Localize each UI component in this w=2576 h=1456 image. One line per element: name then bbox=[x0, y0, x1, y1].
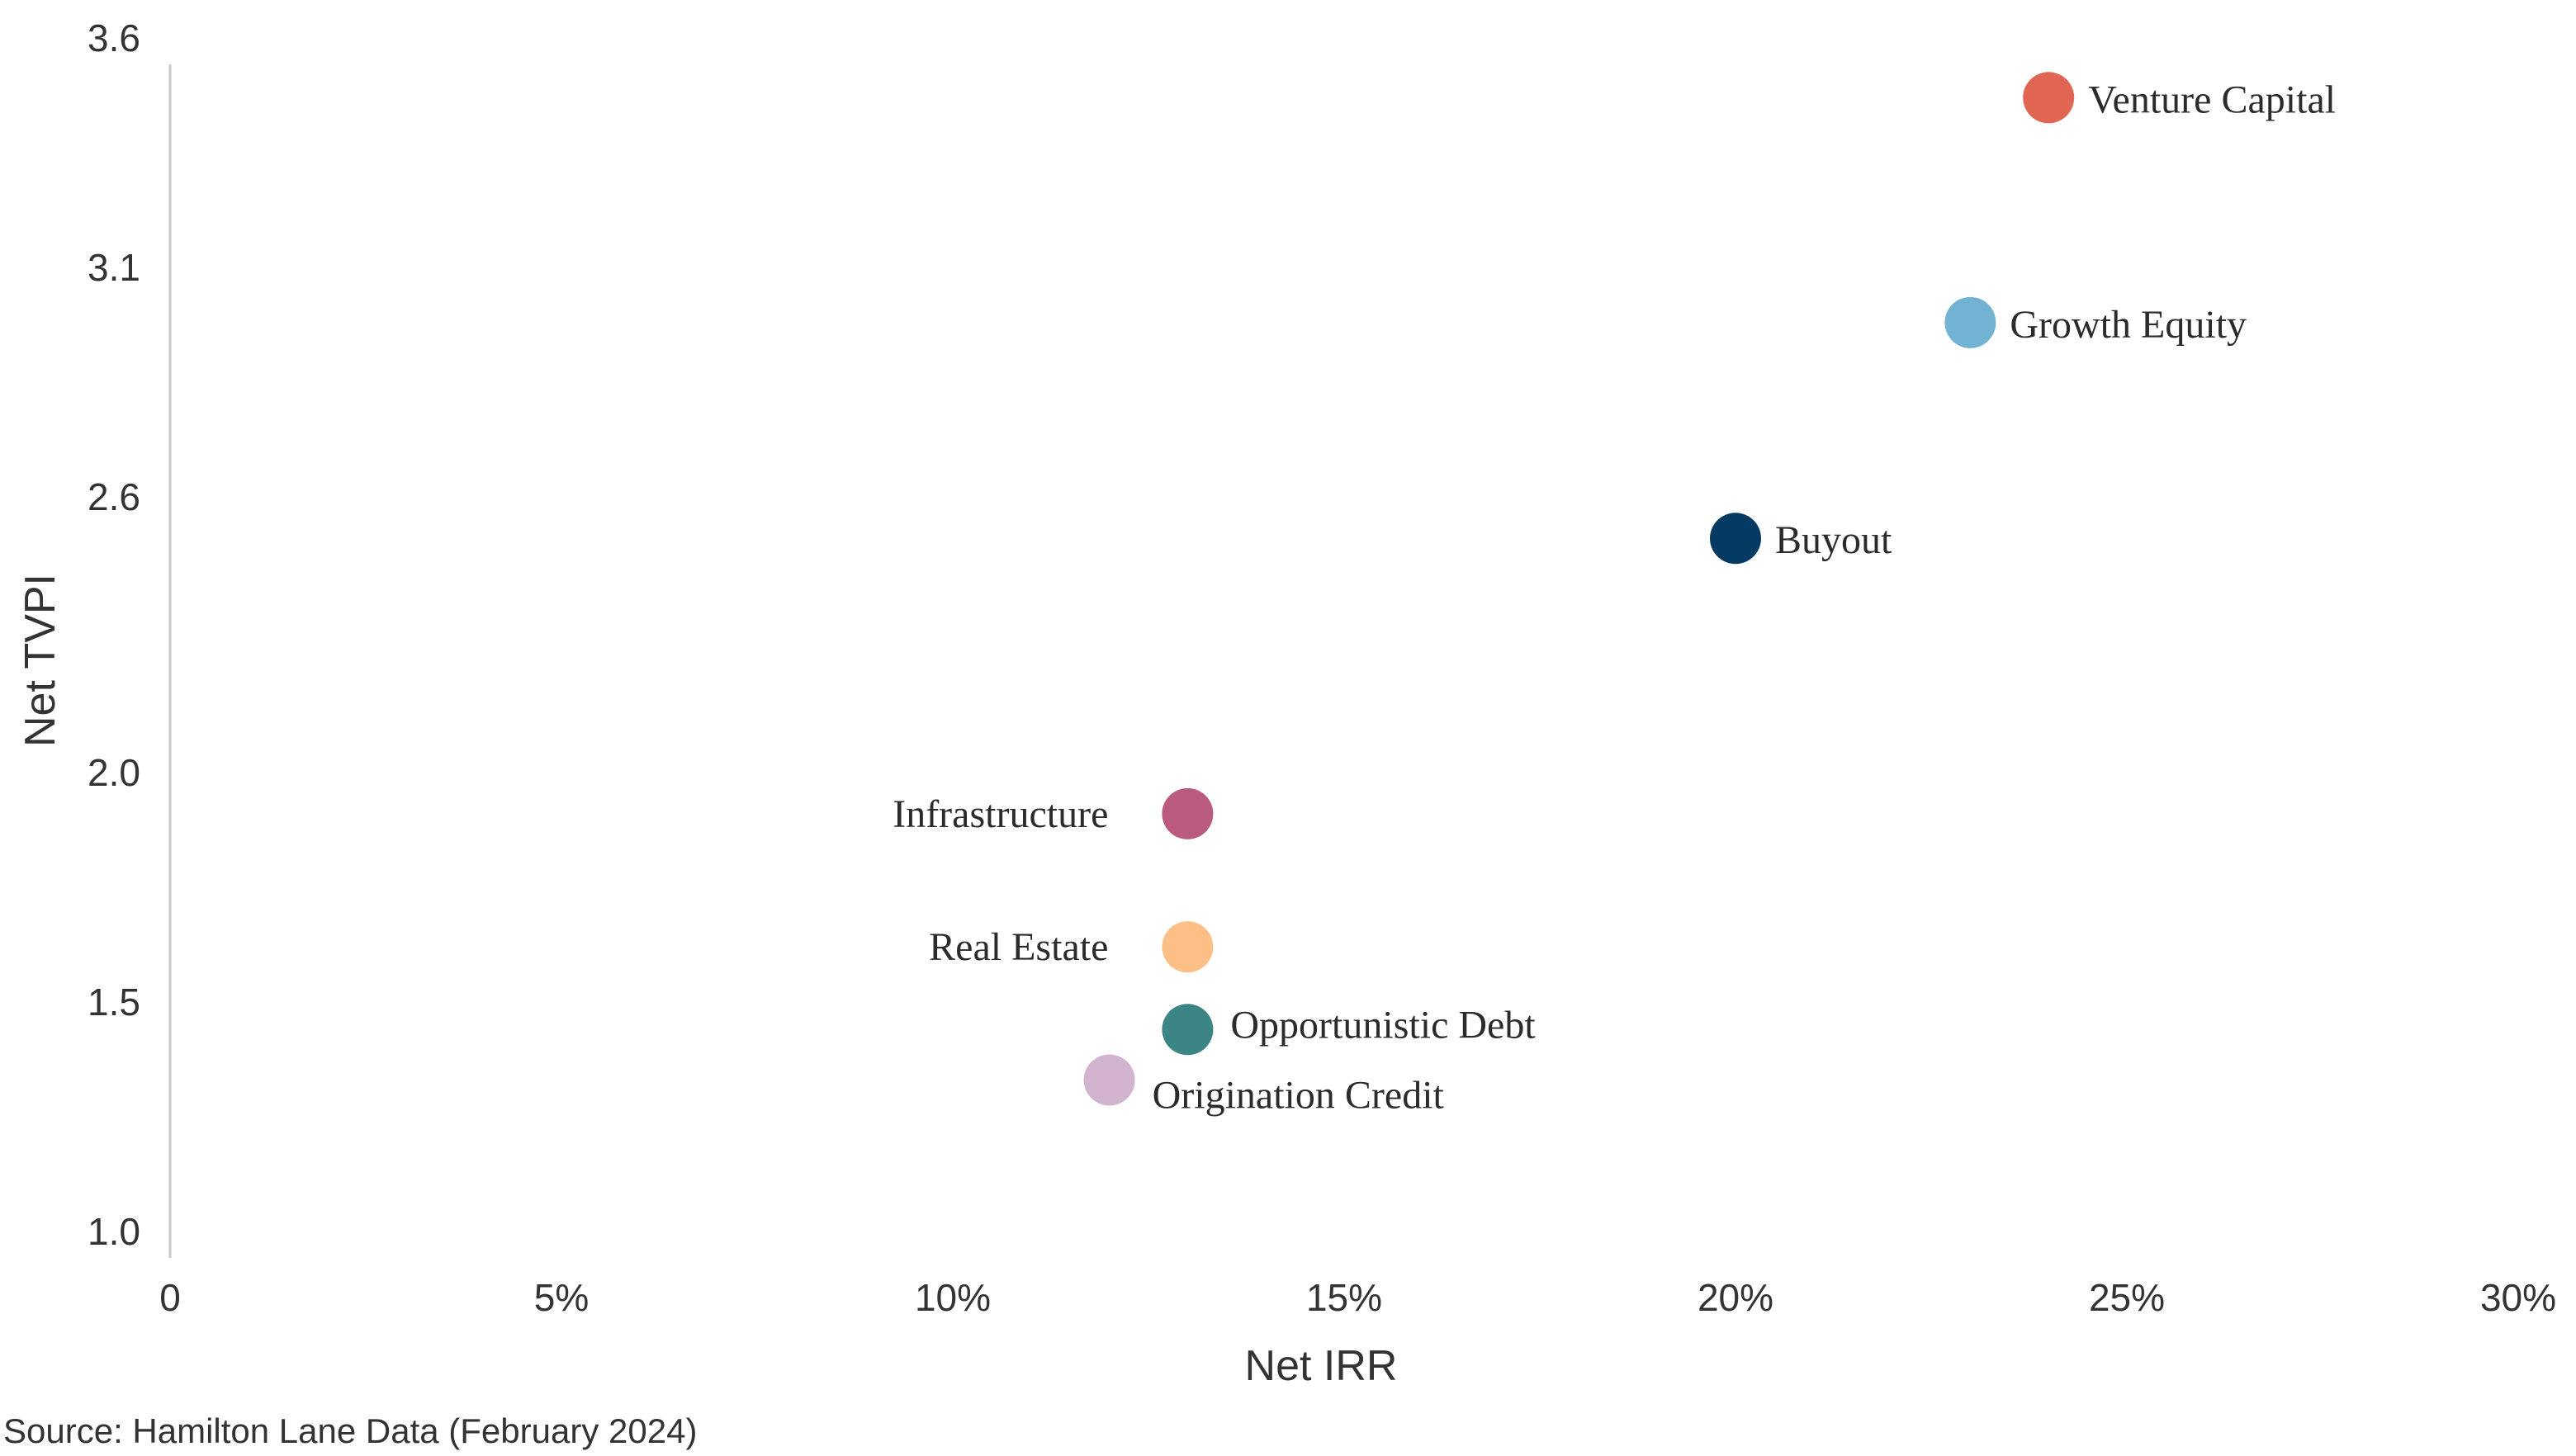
y-tick-label: 3.1 bbox=[88, 246, 140, 289]
point-label: Infrastructure bbox=[893, 792, 1108, 836]
point-label: Real Estate bbox=[929, 925, 1108, 969]
x-tick-label: 10% bbox=[915, 1276, 991, 1319]
x-tick-label: 30% bbox=[2480, 1276, 2556, 1319]
data-point bbox=[1944, 296, 1996, 348]
point-label: Opportunistic Debt bbox=[1230, 1003, 1536, 1047]
x-tick-label: 25% bbox=[2089, 1276, 2165, 1319]
data-point bbox=[1162, 1004, 1214, 1056]
data-point bbox=[1083, 1054, 1135, 1106]
data-point bbox=[1710, 513, 1761, 565]
source-note: Source: Hamilton Lane Data (February 202… bbox=[3, 1411, 698, 1450]
point-label: Origination Credit bbox=[1153, 1073, 1445, 1117]
y-tick-label: 3.6 bbox=[88, 17, 140, 59]
point-label: Venture Capital bbox=[2088, 78, 2336, 121]
data-point bbox=[1162, 921, 1214, 973]
data-points bbox=[1083, 72, 2075, 1106]
point-label: Buyout bbox=[1775, 518, 1892, 562]
y-tick-label: 2.0 bbox=[88, 751, 140, 794]
x-tick-labels: 0 5% 10% 15% 20% 25% 30% bbox=[159, 1276, 2556, 1319]
data-point bbox=[2023, 72, 2075, 124]
y-tick-label: 1.0 bbox=[88, 1210, 140, 1253]
data-point bbox=[1162, 787, 1214, 839]
y-tick-label: 1.5 bbox=[88, 981, 140, 1023]
x-tick-label: 20% bbox=[1698, 1276, 1773, 1319]
point-label: Growth Equity bbox=[2010, 303, 2247, 347]
x-tick-label: 15% bbox=[1306, 1276, 1382, 1319]
y-axis-title: Net TVPI bbox=[17, 574, 64, 747]
x-tick-label: 0 bbox=[159, 1276, 181, 1319]
x-axis-title: Net IRR bbox=[1245, 1342, 1398, 1390]
y-tick-label: 2.6 bbox=[88, 475, 140, 518]
y-tick-labels: 3.6 3.1 2.6 2.0 1.5 1.0 bbox=[88, 17, 140, 1253]
x-tick-label: 5% bbox=[534, 1276, 589, 1319]
point-labels: Venture Capital Growth Equity Buyout Infras… bbox=[893, 78, 2336, 1117]
